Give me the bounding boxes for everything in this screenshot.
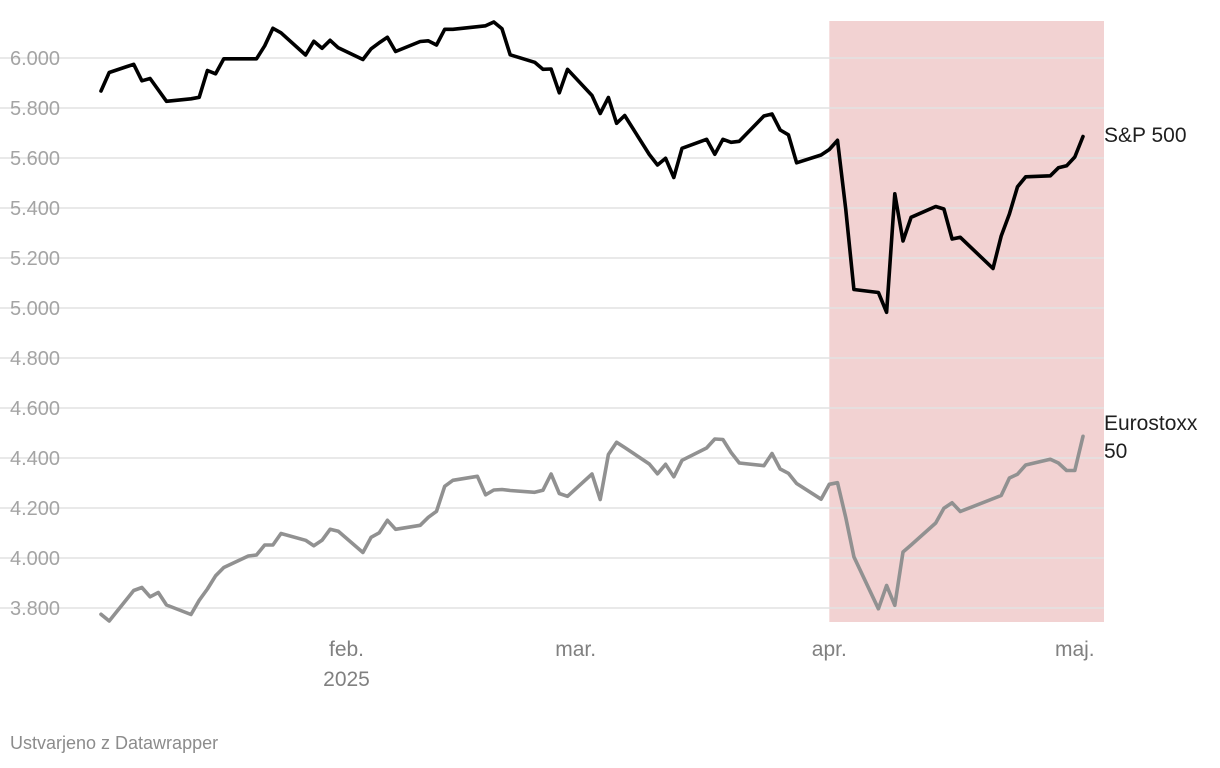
y-tick-label: 5.600	[10, 148, 60, 170]
x-tick-label: maj.	[1055, 638, 1095, 661]
series-line-eurostoxx50	[99, 434, 1085, 623]
x-tick-label: feb.	[329, 638, 364, 661]
y-tick-label: 4.200	[10, 498, 60, 520]
y-tick-label: 4.600	[10, 398, 60, 420]
series-lines	[99, 20, 1085, 623]
series-label: 50	[1104, 440, 1127, 463]
y-tick-label: 5.200	[10, 248, 60, 270]
y-tick-label: 5.000	[10, 298, 60, 320]
y-tick-label: 5.400	[10, 198, 60, 220]
series-labels: S&P 500 Eurostoxx 50	[1104, 124, 1198, 463]
footer-credit: Ustvarjeno z Datawrapper	[10, 733, 219, 753]
y-tick-label: 5.800	[10, 98, 60, 120]
y-axis: 6.000 5.800 5.600 5.400 5.200 5.000 4.800 4.600…	[10, 48, 60, 620]
series-label: S&P 500	[1104, 124, 1187, 147]
gridlines	[0, 57, 1104, 609]
highlight-band-layer	[829, 21, 1104, 622]
series-label: Eurostoxx	[1104, 412, 1198, 435]
y-tick-label: 4.800	[10, 348, 60, 370]
x-tick-label: 2025	[323, 668, 370, 691]
y-tick-label: 6.000	[10, 48, 60, 70]
y-tick-label: 3.800	[10, 598, 60, 620]
y-tick-label: 4.000	[10, 548, 60, 570]
series-line-sp500	[99, 20, 1085, 315]
x-tick-label: mar.	[555, 638, 596, 661]
highlight-band	[829, 21, 1104, 622]
x-tick-label: apr.	[812, 638, 847, 661]
x-axis: feb. 2025 mar. apr. maj.	[323, 638, 1095, 691]
y-tick-label: 4.400	[10, 448, 60, 470]
